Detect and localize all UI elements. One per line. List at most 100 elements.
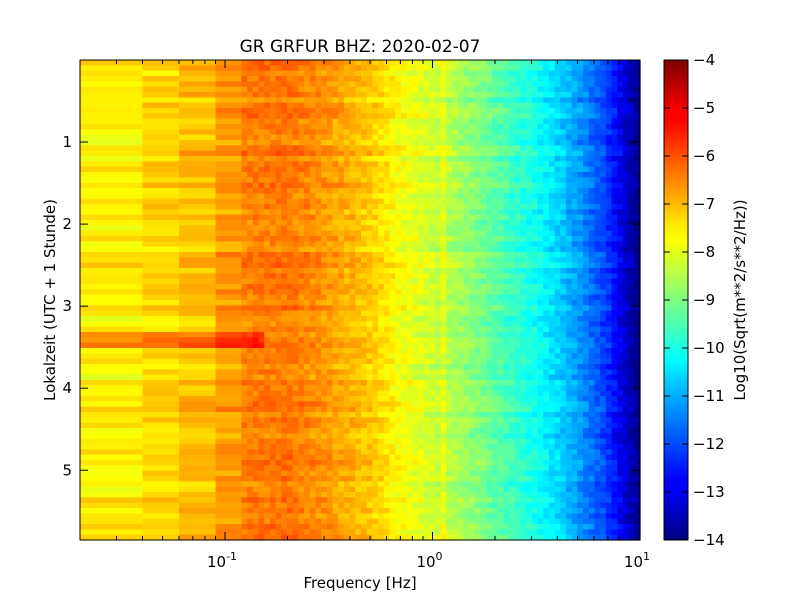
heatmap-cell xyxy=(309,92,317,98)
heatmap-cell xyxy=(452,134,459,141)
heatmap-cell xyxy=(554,321,561,328)
heatmap-cell xyxy=(372,145,379,152)
heatmap-cell xyxy=(389,220,396,226)
heatmap-cell xyxy=(366,166,373,173)
heatmap-cell xyxy=(429,124,436,130)
heatmap-cell xyxy=(326,150,334,157)
heatmap-cell xyxy=(554,326,561,333)
heatmap-cell xyxy=(628,166,635,173)
heatmap-cell xyxy=(622,353,630,360)
heatmap-cell xyxy=(395,166,402,173)
heatmap-cell xyxy=(577,342,584,349)
heatmap-cell xyxy=(366,220,373,226)
heatmap-cell xyxy=(526,129,533,136)
heatmap-cell xyxy=(565,76,573,82)
heatmap-cell xyxy=(258,156,265,162)
heatmap-cell xyxy=(304,289,311,296)
heatmap-cell xyxy=(406,118,413,125)
heatmap-cell xyxy=(474,326,482,333)
heatmap-cell xyxy=(486,134,493,141)
heatmap-cell xyxy=(343,129,351,136)
heatmap-cell xyxy=(298,150,305,157)
heatmap-cell xyxy=(366,262,373,269)
heatmap-cell xyxy=(275,134,282,141)
heatmap-cell xyxy=(429,278,436,285)
heatmap-cell xyxy=(287,156,294,162)
heatmap-cell xyxy=(628,150,635,157)
heatmap-cell xyxy=(378,406,385,413)
heatmap-cell xyxy=(326,225,334,232)
heatmap-cell xyxy=(372,257,379,264)
heatmap-cell xyxy=(349,124,356,130)
heatmap-cell xyxy=(600,300,607,306)
heatmap-cell xyxy=(315,300,322,306)
heatmap-cell xyxy=(571,81,578,88)
heatmap-cell xyxy=(531,262,539,269)
heatmap-cell xyxy=(548,294,556,301)
heatmap-cell xyxy=(486,188,493,194)
heatmap-cell xyxy=(423,129,430,136)
heatmap-cell xyxy=(258,390,265,397)
heatmap-cell xyxy=(321,193,328,200)
heatmap-cell xyxy=(520,348,527,354)
heatmap-cell xyxy=(423,214,430,221)
heatmap-cell xyxy=(577,332,584,338)
heatmap-cell xyxy=(560,257,567,264)
heatmap-cell xyxy=(611,193,618,200)
heatmap-cell xyxy=(179,182,217,189)
heatmap-cell xyxy=(531,268,539,274)
heatmap-cell xyxy=(304,193,311,200)
heatmap-cell xyxy=(355,284,362,290)
heatmap-cell xyxy=(565,300,573,306)
heatmap-cell xyxy=(383,278,391,285)
heatmap-cell xyxy=(326,230,334,237)
heatmap-cell xyxy=(617,278,624,285)
heatmap-cell xyxy=(588,332,596,338)
heatmap-cell xyxy=(241,92,248,98)
heatmap-cell xyxy=(622,70,630,77)
heatmap-cell xyxy=(241,273,248,280)
heatmap-cell xyxy=(469,406,476,413)
heatmap-cell xyxy=(332,65,339,72)
heatmap-cell xyxy=(526,332,533,338)
heatmap-cell xyxy=(372,182,379,189)
heatmap-cell xyxy=(514,396,522,402)
heatmap-cell xyxy=(514,353,522,360)
heatmap-cell xyxy=(446,76,453,82)
heatmap-cell xyxy=(548,113,556,120)
heatmap-cell xyxy=(526,150,533,157)
heatmap-cell xyxy=(600,182,607,189)
heatmap-cell xyxy=(80,92,144,98)
heatmap-cell xyxy=(440,81,448,88)
heatmap-cell xyxy=(241,124,248,130)
heatmap-cell xyxy=(338,252,345,258)
heatmap-cell xyxy=(378,353,385,360)
heatmap-cell xyxy=(491,113,499,120)
heatmap-cell xyxy=(486,396,493,402)
heatmap-cell xyxy=(378,65,385,72)
heatmap-cell xyxy=(423,412,430,418)
heatmap-cell xyxy=(332,252,339,258)
heatmap-cell xyxy=(503,241,510,248)
heatmap-cell xyxy=(571,316,578,322)
heatmap-cell xyxy=(594,172,601,178)
heatmap-cell xyxy=(372,273,379,280)
heatmap-cell xyxy=(509,348,516,354)
heatmap-cell xyxy=(429,273,436,280)
heatmap-cell xyxy=(142,172,180,178)
heatmap-cell xyxy=(583,342,590,349)
heatmap-cell xyxy=(366,252,373,258)
heatmap-cell xyxy=(457,65,465,72)
heatmap-cell xyxy=(366,241,373,248)
heatmap-cell xyxy=(275,118,282,125)
heatmap-cell xyxy=(526,65,533,72)
heatmap-cell xyxy=(548,364,556,370)
heatmap-cell xyxy=(457,220,465,226)
heatmap-cell xyxy=(241,342,248,349)
heatmap-cell xyxy=(309,305,317,312)
heatmap-cell xyxy=(565,241,573,248)
heatmap-cell xyxy=(292,60,299,66)
heatmap-cell xyxy=(491,97,499,104)
heatmap-cell xyxy=(372,188,379,194)
heatmap-cell xyxy=(565,129,573,136)
